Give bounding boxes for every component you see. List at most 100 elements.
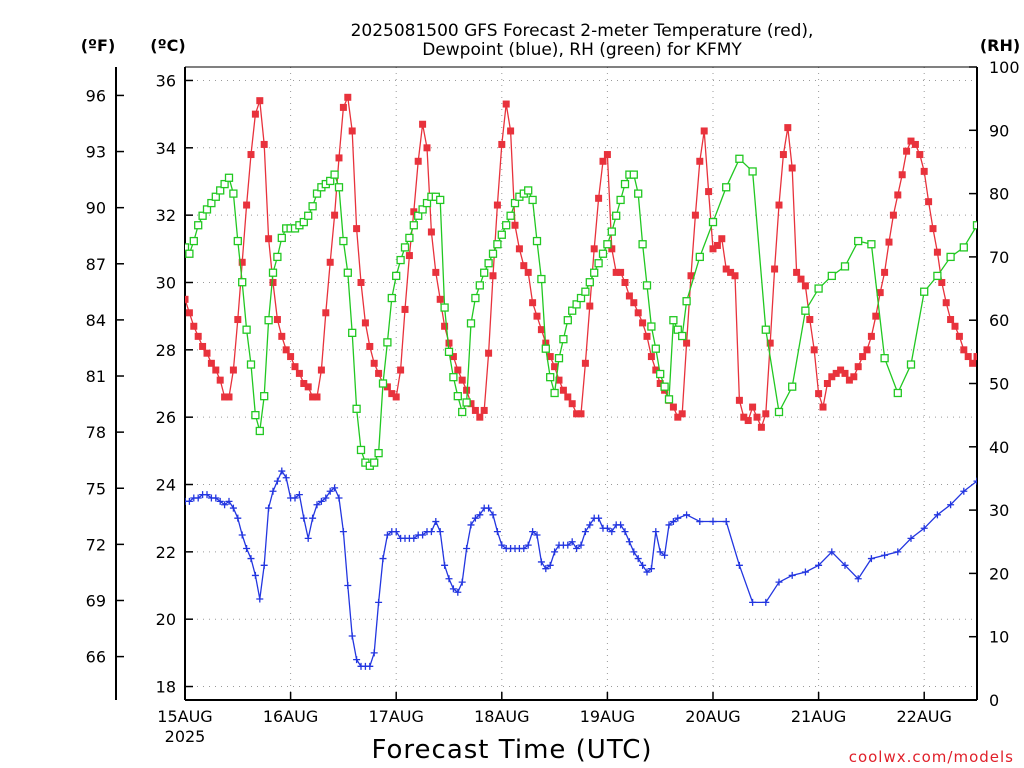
dewpoint-point (621, 528, 629, 536)
rh-point (656, 369, 665, 379)
rh-point (559, 335, 568, 344)
dewpoint-point (454, 588, 462, 596)
temperature-point (973, 353, 977, 361)
dewpoint-point (639, 561, 647, 569)
dewpoint-point (537, 558, 545, 566)
temperature-point (251, 110, 259, 118)
y-fahrenheit-tick-label: 72 (86, 535, 106, 554)
temperature-point (779, 151, 787, 159)
rh-point (255, 426, 264, 436)
dewpoint-point (282, 474, 290, 482)
temperature-point (705, 188, 713, 196)
temperature-point (419, 120, 427, 128)
temperature-point (612, 268, 620, 276)
temperature-point (727, 268, 735, 276)
rh-point (484, 259, 493, 268)
temperature-point (295, 369, 303, 377)
temperature-point (722, 265, 730, 273)
dewpoint-point (344, 582, 352, 590)
dewpoint-point (907, 534, 915, 542)
dewpoint-point (894, 548, 902, 556)
dewpoint-point (568, 538, 576, 546)
temperature-point (401, 305, 409, 313)
rh-point (854, 236, 863, 246)
rh-point (480, 268, 489, 277)
temperature-point (449, 353, 457, 361)
rh-point (827, 271, 836, 281)
rh-point (194, 221, 203, 230)
rh-point (449, 373, 458, 382)
dewpoint-point (427, 528, 435, 536)
temperature-point (674, 413, 682, 421)
dewpoint-point (709, 518, 717, 526)
rh-point (330, 170, 339, 179)
temperature-point (463, 386, 471, 394)
temperature-point (718, 235, 726, 243)
rh-point (418, 205, 427, 214)
temperature-point (467, 400, 475, 408)
rh-point (348, 328, 357, 338)
temperature-point (383, 383, 391, 391)
dewpoint-point (322, 494, 330, 502)
y-rh-tick-label: 70 (989, 248, 1009, 267)
dewpoint-point (854, 575, 862, 583)
rh-point (546, 373, 555, 382)
dewpoint-point (696, 518, 704, 526)
y-rh-tick-label: 100 (989, 58, 1020, 77)
y-rh-tick-label: 20 (989, 564, 1009, 583)
rh-point (920, 287, 929, 296)
rh-point (339, 236, 348, 246)
source-credit: coolwx.com/models (849, 748, 1014, 766)
dewpoint-point (647, 565, 655, 573)
temperature-point (304, 383, 312, 391)
dewpoint-point (933, 511, 941, 519)
y-fahrenheit-tick-label: 93 (86, 143, 106, 162)
temperature-point (885, 238, 893, 246)
temperature-point (687, 272, 695, 280)
temperature-point (397, 366, 405, 374)
temperature-point (643, 332, 651, 340)
temperature-point (788, 164, 796, 172)
dewpoint-point (212, 494, 220, 502)
y-fahrenheit-tick-label: 96 (86, 86, 106, 105)
temperature-point (225, 393, 233, 401)
dewpoint-point (216, 497, 224, 505)
rh-point (392, 271, 401, 281)
rh-point (189, 236, 198, 246)
rh-point (972, 221, 977, 230)
dewpoint-point (273, 477, 281, 485)
temperature-point (489, 272, 497, 280)
temperature-point (625, 292, 633, 300)
temperature-point (476, 413, 484, 421)
temperature-point (656, 380, 664, 387)
temperature-point (573, 410, 581, 418)
rh-point (488, 249, 498, 258)
temperature-point (845, 376, 853, 384)
rh-point (576, 293, 586, 303)
temperature-point (300, 380, 308, 387)
temperature-point (190, 322, 198, 330)
temperature-point (511, 221, 519, 229)
rh-point (273, 252, 282, 262)
temperature-point (832, 369, 840, 377)
temperature-point (471, 406, 479, 414)
rh-point (774, 407, 784, 417)
x-tick-label: 18AUG (474, 707, 529, 726)
dewpoint-point (683, 511, 691, 519)
y-celsius-tick-label: 18 (156, 678, 176, 697)
rh-point (651, 344, 660, 353)
temperature-point (498, 140, 506, 148)
y-fahrenheit-tick-label: 87 (86, 255, 106, 274)
temperature-point (766, 339, 774, 347)
temperature-point (691, 211, 699, 219)
temperature-point (630, 299, 638, 307)
temperature-point (960, 346, 968, 354)
temperature-point (203, 349, 211, 357)
dewpoint-point (458, 578, 466, 586)
chart-series (185, 93, 977, 670)
temperature-point (942, 299, 950, 307)
dewpoint-point (339, 528, 347, 536)
rh-point (378, 379, 388, 388)
rh-point (185, 249, 194, 258)
temperature-point (551, 363, 559, 371)
